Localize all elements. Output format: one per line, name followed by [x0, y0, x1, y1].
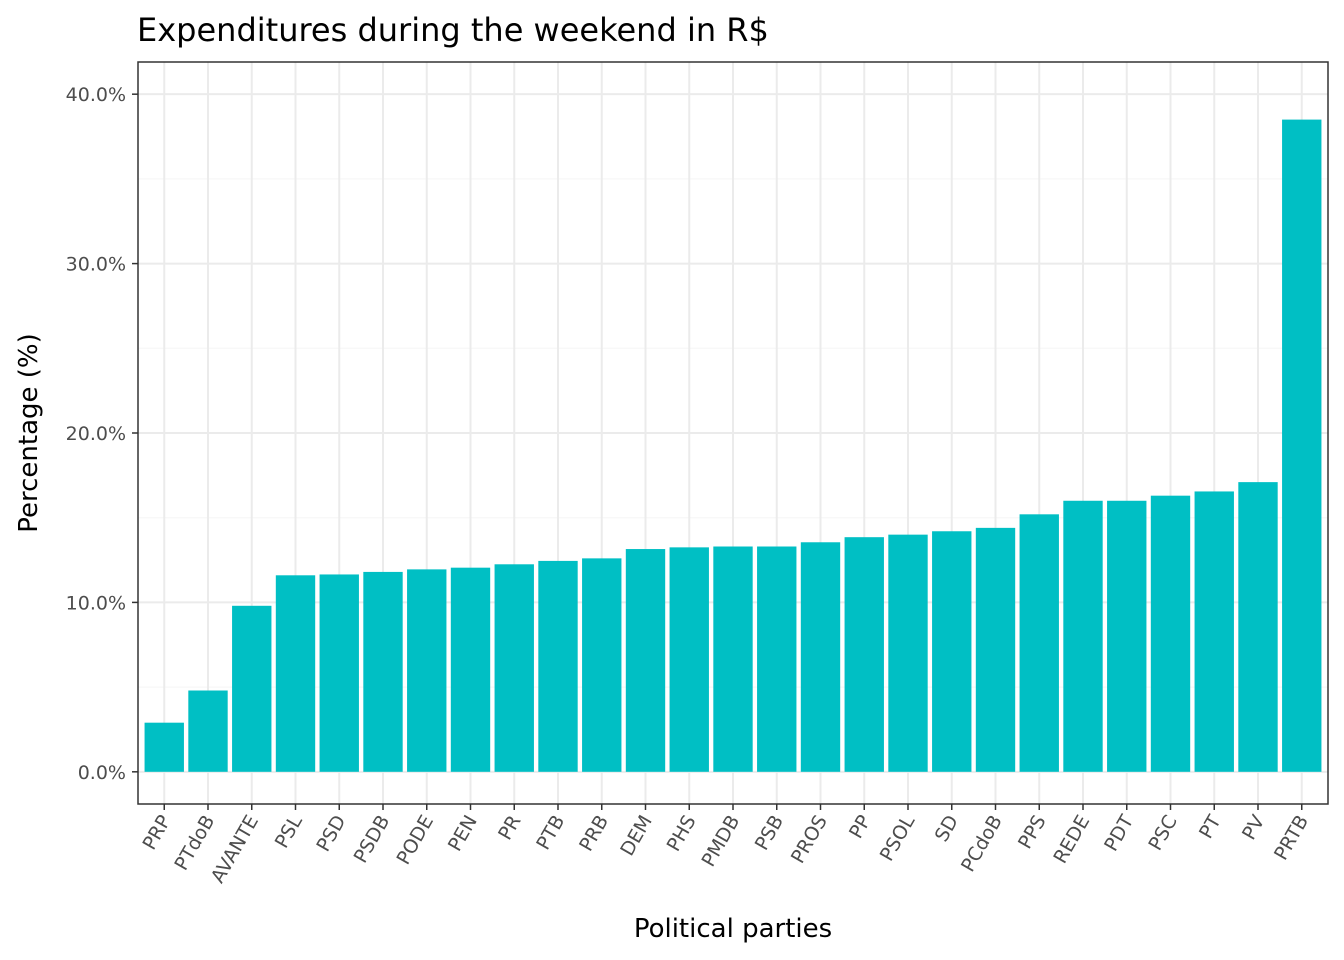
bar-psb: [757, 546, 797, 772]
y-axis: 0.0% 10.0% 20.0% 30.0% 40.0%: [66, 84, 138, 784]
x-tick-label-psl: PSL: [271, 811, 307, 852]
bar-psl: [275, 575, 316, 772]
bar-pr: [494, 564, 534, 772]
x-tick-label-prp: PRP: [138, 812, 175, 854]
x-tick-label-pps: PPS: [1014, 812, 1051, 853]
y-axis-title: Percentage (%): [14, 333, 44, 533]
x-tick-label-sd: SD: [931, 812, 963, 846]
x-tick-label-pcdob: PCdoB: [957, 812, 1007, 876]
bar-ptb: [538, 560, 578, 772]
bar-psol: [888, 534, 928, 772]
bar-pros: [800, 542, 841, 772]
x-tick-label-pros: PROS: [787, 812, 832, 868]
x-tick-label-pt: PT: [1195, 811, 1226, 842]
x-tick-label-psd: PSD: [312, 812, 350, 856]
bar-pp: [844, 537, 884, 772]
x-tick-label-rede: REDE: [1049, 812, 1094, 868]
bar-pode: [407, 569, 447, 772]
x-tick-label-prtb: PRTB: [1270, 812, 1313, 865]
bar-pv: [1238, 482, 1278, 772]
x-axis-title: Political parties: [634, 914, 832, 944]
y-tick-label: 30.0%: [66, 254, 126, 276]
bar-prp: [144, 722, 184, 772]
bar-dem: [625, 549, 666, 772]
bar-pdt: [1107, 500, 1147, 772]
x-tick-label-pv: PV: [1238, 812, 1269, 844]
x-tick-label-psol: PSOL: [876, 811, 920, 865]
bar-rede: [1063, 500, 1103, 772]
bar-psc: [1150, 495, 1191, 772]
x-tick-label-pr: PR: [494, 812, 525, 844]
x-tick-label-pp: PP: [845, 812, 876, 843]
bar-psdb: [363, 571, 403, 772]
bar-prb: [582, 558, 622, 772]
bar-psd: [319, 574, 359, 772]
bar-pcdob: [975, 527, 1016, 772]
x-tick-label-pmdb: PMDB: [698, 812, 745, 871]
x-tick-label-ptb: PTB: [532, 812, 569, 854]
bar-phs: [669, 547, 709, 772]
x-tick-label-pen: PEN: [444, 812, 482, 856]
x-tick-label-psdb: PSDB: [350, 812, 395, 867]
bar-prtb: [1282, 119, 1322, 772]
bar-ptdob: [188, 690, 228, 772]
bar-avante: [232, 605, 272, 772]
bar-pt: [1194, 491, 1234, 772]
bar-sd: [932, 531, 972, 772]
y-tick-label: 20.0%: [66, 423, 126, 445]
x-tick-label-psc: PSC: [1144, 812, 1181, 855]
x-tick-label-ptdob: PTdoB: [170, 812, 219, 875]
x-tick-label-phs: PHS: [663, 812, 701, 856]
chart-title: Expenditures during the weekend in R$: [137, 11, 769, 49]
y-tick-label: 0.0%: [78, 762, 126, 784]
bar-pen: [450, 567, 491, 772]
bars: [144, 119, 1322, 772]
x-tick-label-psb: PSB: [751, 812, 788, 855]
x-tick-label-pdt: PDT: [1100, 811, 1138, 855]
x-tick-label-pode: PODE: [392, 812, 438, 869]
bar-pps: [1019, 514, 1059, 772]
y-tick-label: 40.0%: [66, 84, 126, 106]
x-tick-label-prb: PRB: [575, 812, 613, 856]
y-tick-label: 10.0%: [66, 592, 126, 614]
x-tick-label-dem: DEM: [616, 812, 657, 860]
bar-pmdb: [713, 546, 753, 772]
